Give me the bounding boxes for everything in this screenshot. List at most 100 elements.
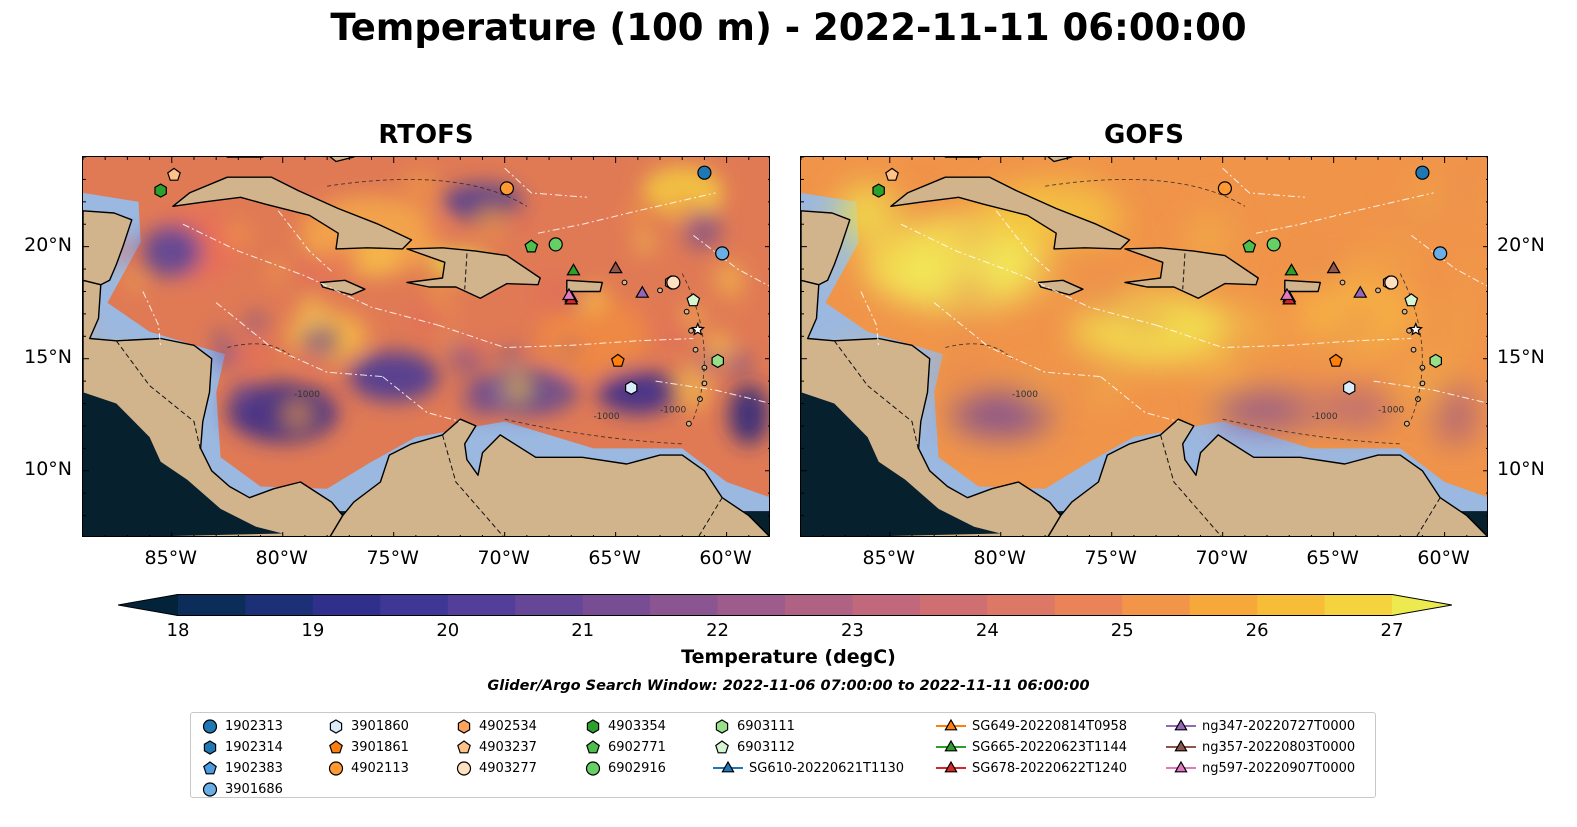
legend-marker — [1174, 718, 1188, 731]
legend-marker — [944, 739, 958, 752]
legend-item: 3901861 — [327, 737, 409, 757]
isobath-label: -1000 — [1012, 390, 1038, 400]
colorbar-segment — [312, 594, 381, 616]
argo-float-3901860 — [1343, 380, 1356, 395]
argo-float-3901860 — [625, 380, 638, 395]
legend-marker — [721, 760, 735, 773]
argo-float-4903354 — [154, 183, 167, 198]
x-tick-label-rtofs: 70°W — [477, 547, 530, 569]
legend-marker — [715, 740, 729, 754]
colorbar-segment — [919, 594, 988, 616]
argo-float-4903237 — [167, 167, 181, 181]
x-tick-label-gofs: 85°W — [862, 547, 915, 569]
colorbar-segment — [447, 594, 516, 616]
colorbar-segment — [1122, 594, 1191, 616]
x-tick-label-rtofs: 60°W — [699, 547, 752, 569]
legend-label: ng347-20220727T0000 — [1202, 718, 1356, 734]
legend-marker — [1174, 739, 1188, 752]
y-tick-label-left: 10°N — [24, 457, 72, 480]
colorbar-tick-labels: 18 19 20 21 22 23 24 25 26 27 — [118, 618, 1452, 642]
isobath-label: -1000 — [593, 412, 619, 422]
colorbar-extend-low — [118, 594, 178, 616]
legend-label: 6902771 — [608, 739, 666, 755]
argo-float-6903112 — [1404, 293, 1419, 307]
legend-item: ng357-20220803T0000 — [1166, 737, 1355, 757]
legend-marker — [329, 719, 343, 734]
colorbar-extend-high — [1392, 594, 1452, 616]
x-tick-label-gofs: 70°W — [1195, 547, 1248, 569]
colorbar-segment — [1257, 594, 1326, 616]
colorbar-segment — [582, 594, 651, 616]
legend-item: 4903354 — [584, 716, 666, 736]
colorbar-segment — [852, 594, 921, 616]
y-tick-label-left: 20°N — [24, 233, 72, 256]
legend-item: SG649-20220814T0958 — [936, 716, 1127, 736]
gofs-map: -1000 -1000 -1000 — [800, 156, 1488, 537]
legend-label: 1902314 — [225, 739, 283, 755]
isobath-label: -1000 — [660, 405, 686, 415]
legend-item: 6903112 — [713, 737, 795, 757]
colorbar-segment — [650, 594, 719, 616]
legend-item: SG678-20220622T1240 — [936, 758, 1127, 778]
legend-marker — [944, 718, 958, 731]
colorbar-tick-label: 24 — [975, 620, 999, 641]
colorbar-segment — [245, 594, 314, 616]
legend-marker — [202, 719, 218, 734]
glider-ng597-20220907T0000 — [561, 287, 577, 301]
colorbar — [117, 594, 1453, 616]
legend-label: ng597-20220907T0000 — [1202, 760, 1356, 776]
argo-float-3901686 — [715, 246, 730, 261]
legend-marker — [586, 719, 600, 734]
legend-item: SG665-20220623T1144 — [936, 737, 1127, 757]
legend-marker — [457, 740, 471, 754]
isobath-label: -1000 — [294, 390, 320, 400]
x-tick-label-rtofs: 75°W — [366, 547, 419, 569]
legend-item: 4903277 — [455, 758, 537, 778]
legend-item: 1902383 — [201, 758, 283, 778]
colorbar-tick-label: 26 — [1245, 620, 1269, 641]
legend-item: 4903237 — [455, 737, 537, 757]
legend-label: 1902313 — [225, 718, 283, 734]
argo-float-3901861 — [610, 353, 625, 367]
legend-marker — [1174, 760, 1188, 773]
legend-marker — [203, 761, 217, 775]
y-tick-label-left: 15°N — [24, 345, 72, 368]
legend-item: 1902314 — [201, 737, 283, 757]
argo-float-4902113 — [1217, 181, 1232, 196]
legend-item: 4902534 — [455, 716, 537, 736]
legend-item: 6902771 — [584, 737, 666, 757]
legend-label: ng357-20220803T0000 — [1202, 739, 1356, 755]
y-tick-label-right: 10°N — [1497, 457, 1545, 480]
legend-item: 1902313 — [201, 716, 283, 736]
legend-item: SG610-20220621T1130 — [713, 758, 904, 778]
rtofs-panel-title: RTOFS — [378, 120, 474, 150]
colorbar-segment — [1189, 594, 1258, 616]
colorbar-tick-label: 18 — [166, 620, 190, 641]
argo-float-4903277 — [666, 275, 681, 290]
legend-item: 4902113 — [327, 758, 409, 778]
argo-float-4903354 — [872, 183, 885, 198]
legend-marker — [456, 761, 472, 776]
argo-float-6902771 — [1242, 239, 1257, 253]
x-tick-label-rtofs: 80°W — [255, 547, 308, 569]
colorbar-tick-label: 23 — [840, 620, 864, 641]
legend-marker — [585, 761, 601, 776]
argo-float-6902916 — [1266, 237, 1281, 252]
colorbar-segment — [987, 594, 1056, 616]
glider-ng597-20220907T0000 — [1279, 287, 1295, 301]
glider-ng347-20220727T0000 — [1353, 285, 1368, 298]
x-tick-label-gofs: 80°W — [973, 547, 1026, 569]
colorbar-tick-label: 22 — [706, 620, 729, 641]
x-tick-label-gofs: 65°W — [1306, 547, 1359, 569]
argo-float-6903111 — [711, 353, 724, 369]
rtofs-map: -1000 -1000 -1000 — [82, 156, 770, 537]
legend-label: 3901860 — [351, 718, 409, 734]
colorbar-segment — [785, 594, 854, 616]
argo-float-3901861 — [1328, 353, 1343, 367]
legend-label: SG678-20220622T1240 — [972, 760, 1128, 776]
argo-float-4903237 — [885, 167, 899, 181]
colorbar-tick-label: 19 — [301, 620, 325, 641]
legend-label: 4903354 — [608, 718, 666, 734]
legend-label: 4903277 — [479, 760, 537, 776]
legend-marker — [329, 740, 343, 754]
